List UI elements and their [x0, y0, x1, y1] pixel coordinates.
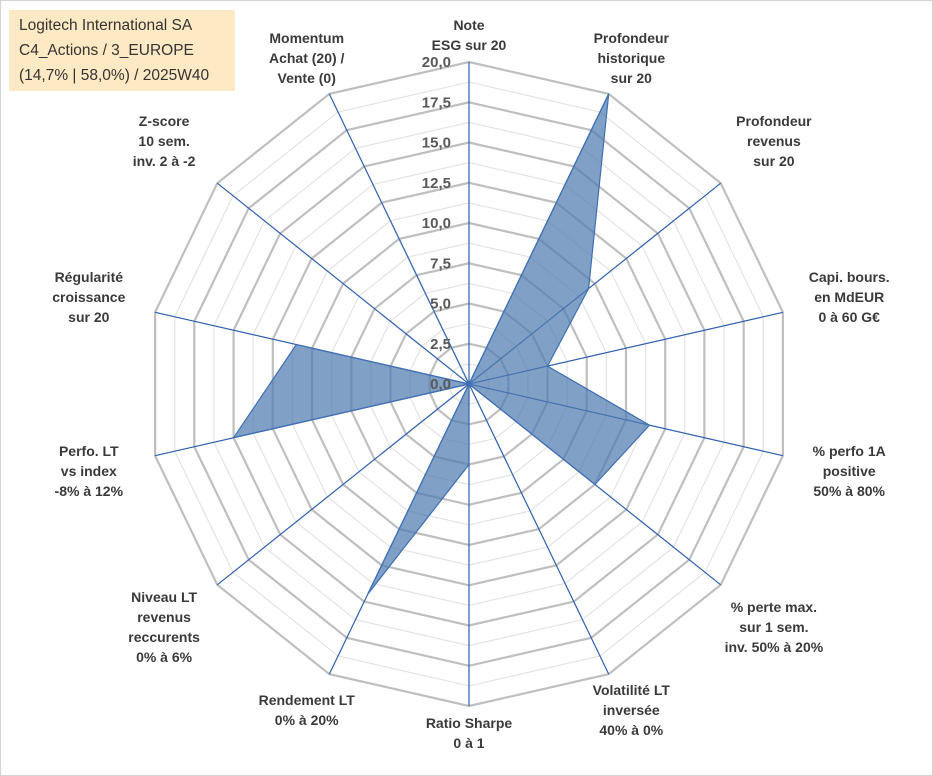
- axis-label-line: 0% à 6%: [136, 649, 193, 665]
- axis-label-line: 10 sem.: [138, 133, 189, 149]
- axis-label-line: inversée: [603, 702, 660, 718]
- tick-label: 10,0: [422, 215, 451, 232]
- axis-label-line: inv. 50% à 20%: [725, 639, 824, 655]
- axis-label-line: Rendement LT: [259, 692, 356, 708]
- tick-label: 20,0: [422, 54, 451, 71]
- axis-label-line: -8% à 12%: [55, 483, 124, 499]
- axis-label-line: historique: [597, 50, 665, 66]
- tick-label: 15,0: [422, 135, 451, 152]
- tick-label: 7,5: [430, 255, 451, 272]
- axis-label-line: % perte max.: [731, 599, 817, 615]
- axis-label-line: sur 20: [611, 70, 652, 86]
- axis-label-line: Ratio Sharpe: [426, 715, 513, 731]
- axis-spoke: [216, 383, 470, 586]
- info-box: Logitech International SA C4_Actions / 3…: [9, 10, 235, 91]
- axis-label-line: Note: [453, 17, 484, 33]
- axis-label-line: en MdEUR: [814, 289, 884, 305]
- axis-label: Profondeur historique sur 20: [594, 30, 670, 86]
- axis-label: Z-score 10 sem. inv. 2 à -2: [133, 113, 196, 169]
- axis-label-line: Régularité: [55, 269, 124, 285]
- axis-label-line: Perfo. LT: [59, 443, 119, 459]
- axis-label-line: Achat (20) /: [269, 50, 345, 66]
- axis-label-line: sur 20: [753, 153, 794, 169]
- company-name: Logitech International SA: [19, 17, 193, 34]
- axis-label-line: 0 à 1: [453, 735, 484, 751]
- radar-series: [232, 93, 651, 595]
- axis-label: Ratio Sharpe 0 à 1: [426, 715, 513, 751]
- axis-label: Momentum Achat (20) / Vente (0): [269, 30, 345, 86]
- axis-label-line: Volatilité LT: [593, 682, 671, 698]
- tick-label: 17,5: [422, 94, 451, 111]
- radar-tick-labels: 0,0 2,5 5,0 7,5 10,0 12,5 15,0 17,5 20,0: [422, 54, 451, 393]
- axis-label-line: inv. 2 à -2: [133, 153, 196, 169]
- category-path: C4_Actions / 3_EUROPE: [19, 42, 194, 59]
- axis-label-line: ESG sur 20: [432, 37, 507, 53]
- axis-label-line: Profondeur: [736, 113, 812, 129]
- axis-label: Profondeur revenus sur 20: [736, 113, 812, 169]
- axis-label: Régularité croissance sur 20: [52, 269, 125, 325]
- axis-label: Volatilité LT inversée 40% à 0%: [593, 682, 671, 738]
- axis-label-line: sur 20: [68, 309, 109, 325]
- axis-label-line: revenus: [747, 133, 801, 149]
- axis-label-line: 50% à 80%: [813, 483, 885, 499]
- axis-label-line: croissance: [52, 289, 125, 305]
- axis-label: % perfo 1A positive 50% à 80%: [813, 443, 886, 499]
- axis-label-line: % perfo 1A: [813, 443, 886, 459]
- radar-axis-labels: Note ESG sur 20 Profondeur historique sur 20…: [52, 17, 889, 751]
- axis-label-line: reccurents: [128, 629, 200, 645]
- axis-label-line: positive: [823, 463, 876, 479]
- axis-label: % perte max. sur 1 sem. inv. 50% à 20%: [725, 599, 824, 655]
- axis-spoke: [468, 383, 610, 675]
- axis-label: Note ESG sur 20: [432, 17, 507, 53]
- tick-label: 2,5: [430, 336, 451, 353]
- axis-label: Capi. bours. en MdEUR 0 à 60 G€: [809, 269, 890, 325]
- axis-label-line: Vente (0): [278, 70, 336, 86]
- period-stats: (14,7% | 58,0%) / 2025W40: [19, 67, 210, 84]
- axis-label-line: 40% à 0%: [599, 722, 663, 738]
- axis-label-line: 0% à 20%: [275, 712, 339, 728]
- axis-label-line: Momentum: [269, 30, 344, 46]
- axis-spoke: [216, 182, 470, 385]
- axis-label-line: Z-score: [139, 113, 190, 129]
- axis-label-line: Profondeur: [594, 30, 670, 46]
- axis-label-line: revenus: [137, 609, 191, 625]
- tick-label: 12,5: [422, 175, 451, 192]
- tick-label: 0,0: [430, 376, 451, 393]
- axis-label-line: 0 à 60 G€: [818, 309, 880, 325]
- axis-label: Rendement LT 0% à 20%: [259, 692, 356, 728]
- axis-label-line: sur 1 sem.: [739, 619, 808, 635]
- tick-label: 5,0: [430, 296, 451, 313]
- axis-label-line: Niveau LT: [131, 589, 197, 605]
- axis-label: Perfo. LT vs index -8% à 12%: [55, 443, 124, 499]
- axis-label-line: vs index: [61, 463, 117, 479]
- axis-label-line: Capi. bours.: [809, 269, 890, 285]
- axis-label: Niveau LT revenus reccurents 0% à 6%: [128, 589, 200, 665]
